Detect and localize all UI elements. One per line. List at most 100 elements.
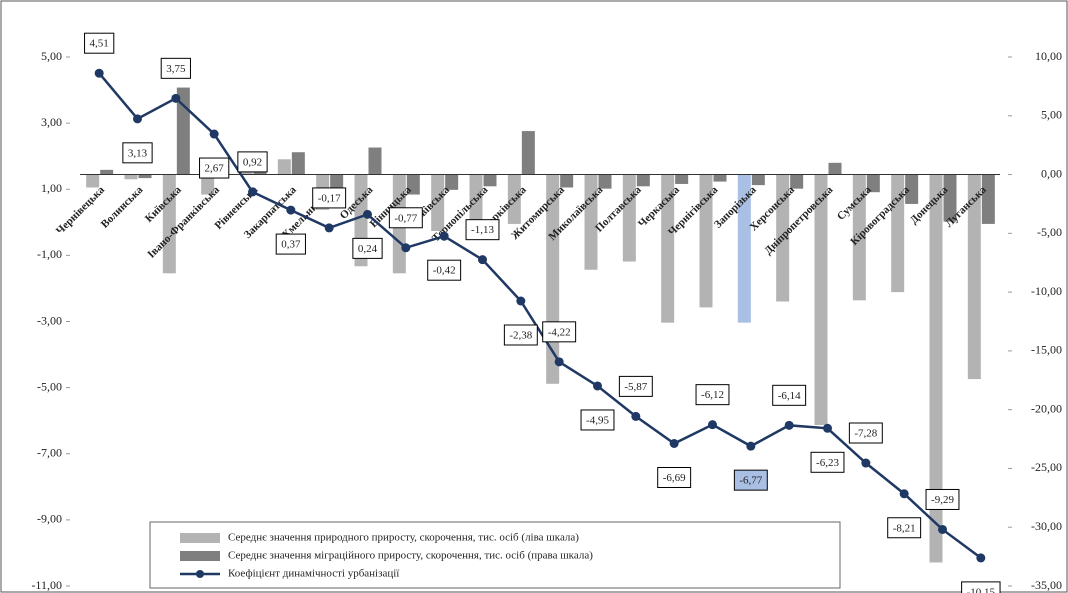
bar <box>751 174 765 186</box>
bar <box>445 174 459 190</box>
bar <box>675 174 689 184</box>
line-marker <box>669 439 679 449</box>
data-label-text: 0,92 <box>243 156 262 168</box>
data-label-text: -4,95 <box>586 415 609 427</box>
line-marker <box>478 255 487 265</box>
data-label: 4,51 <box>84 32 115 54</box>
data-label-box <box>503 324 538 346</box>
data-label-box <box>427 259 462 281</box>
line <box>98 72 982 559</box>
line-marker <box>94 68 104 78</box>
data-label-text: 0,24 <box>358 243 378 255</box>
data-label-text: -0,17 <box>318 192 341 204</box>
data-label-text: -0,42 <box>433 265 456 277</box>
data-label: 0,37 <box>275 233 306 255</box>
data-label: -6,14 <box>772 384 807 406</box>
line-marker <box>171 93 181 103</box>
data-label-box <box>237 151 268 173</box>
line-marker <box>248 187 257 197</box>
data-label: 0,92 <box>237 151 268 173</box>
bar <box>790 174 804 189</box>
bar <box>891 174 905 293</box>
data-label-box <box>312 187 347 209</box>
line-marker <box>439 231 449 241</box>
data-label-text: -4,22 <box>548 326 571 338</box>
data-label: -10,15 <box>961 581 1001 593</box>
bar <box>162 174 176 274</box>
data-label-box <box>275 233 306 255</box>
legend-label: Коефіцієнт динамічності урбанізації <box>228 568 400 580</box>
legend-label: Середнє значення природного приросту, ск… <box>228 532 579 544</box>
bar <box>507 174 521 224</box>
data-label-box <box>772 384 807 406</box>
line-marker <box>401 243 411 253</box>
y2-tick-label: -30,00 <box>1031 519 1062 533</box>
data-label-box <box>887 517 922 539</box>
data-label: -0,42 <box>427 259 462 281</box>
legend: Середнє значення природного приросту, ск… <box>149 521 841 589</box>
legend-box <box>149 521 841 589</box>
line-marker <box>708 420 717 430</box>
data-label-box <box>352 237 383 259</box>
line-marker <box>554 357 564 367</box>
line-marker <box>976 553 986 563</box>
data-label: -1,13 <box>465 219 500 241</box>
data-label-text: -6,77 <box>739 475 762 487</box>
bar <box>828 162 842 175</box>
bar <box>905 174 919 204</box>
bar <box>981 174 995 224</box>
data-label: 2,67 <box>199 157 230 179</box>
data-label-box <box>388 207 423 229</box>
line-marker <box>593 381 602 391</box>
bar <box>560 174 574 188</box>
data-label: -0,17 <box>312 187 347 209</box>
line-marker <box>516 296 526 306</box>
bar <box>201 174 215 195</box>
bar <box>929 174 943 563</box>
bar <box>138 174 152 179</box>
data-label: 3,13 <box>122 142 153 164</box>
legend-swatch <box>180 551 220 561</box>
bar <box>814 174 828 425</box>
y-tick-label: 5,00 <box>41 49 62 63</box>
line-marker <box>899 489 909 499</box>
data-label-text: -0,77 <box>394 212 417 224</box>
line-marker <box>823 423 832 433</box>
legend-swatch <box>196 570 204 578</box>
bar <box>406 174 420 195</box>
bar <box>852 174 866 301</box>
data-label-box <box>657 467 692 489</box>
data-label-text: -2,38 <box>509 330 532 342</box>
data-label: -6,23 <box>810 451 845 473</box>
data-label: -7,28 <box>848 422 883 444</box>
bar <box>598 174 612 189</box>
bar <box>100 169 114 175</box>
y-tick-label: -9,00 <box>37 512 62 526</box>
data-label-box <box>84 32 115 54</box>
data-label-box <box>122 142 153 164</box>
bar <box>124 174 138 180</box>
bar <box>521 131 535 175</box>
y2-tick-label: -10,00 <box>1031 284 1062 298</box>
data-label-box <box>925 488 960 510</box>
y-tick-label: -1,00 <box>37 247 62 261</box>
data-label-text: 4,51 <box>90 38 109 50</box>
legend-label: Середнє значення міграційного приросту, … <box>228 550 593 562</box>
line-marker <box>209 129 219 139</box>
legend-swatch <box>180 533 220 543</box>
data-label: -5,87 <box>618 375 653 397</box>
data-label-box <box>961 581 1001 593</box>
data-label-text: -8,21 <box>893 522 916 534</box>
bar <box>584 174 598 270</box>
y-tick-label: 3,00 <box>41 115 62 129</box>
data-label: -4,22 <box>542 321 577 343</box>
bar <box>291 152 305 175</box>
y2-tick-label: -15,00 <box>1031 343 1062 357</box>
data-label-text: -10,15 <box>967 586 996 593</box>
data-label-text: 2,67 <box>205 163 225 175</box>
data-label: -6,12 <box>695 384 730 406</box>
data-label-text: 0,37 <box>281 239 301 251</box>
